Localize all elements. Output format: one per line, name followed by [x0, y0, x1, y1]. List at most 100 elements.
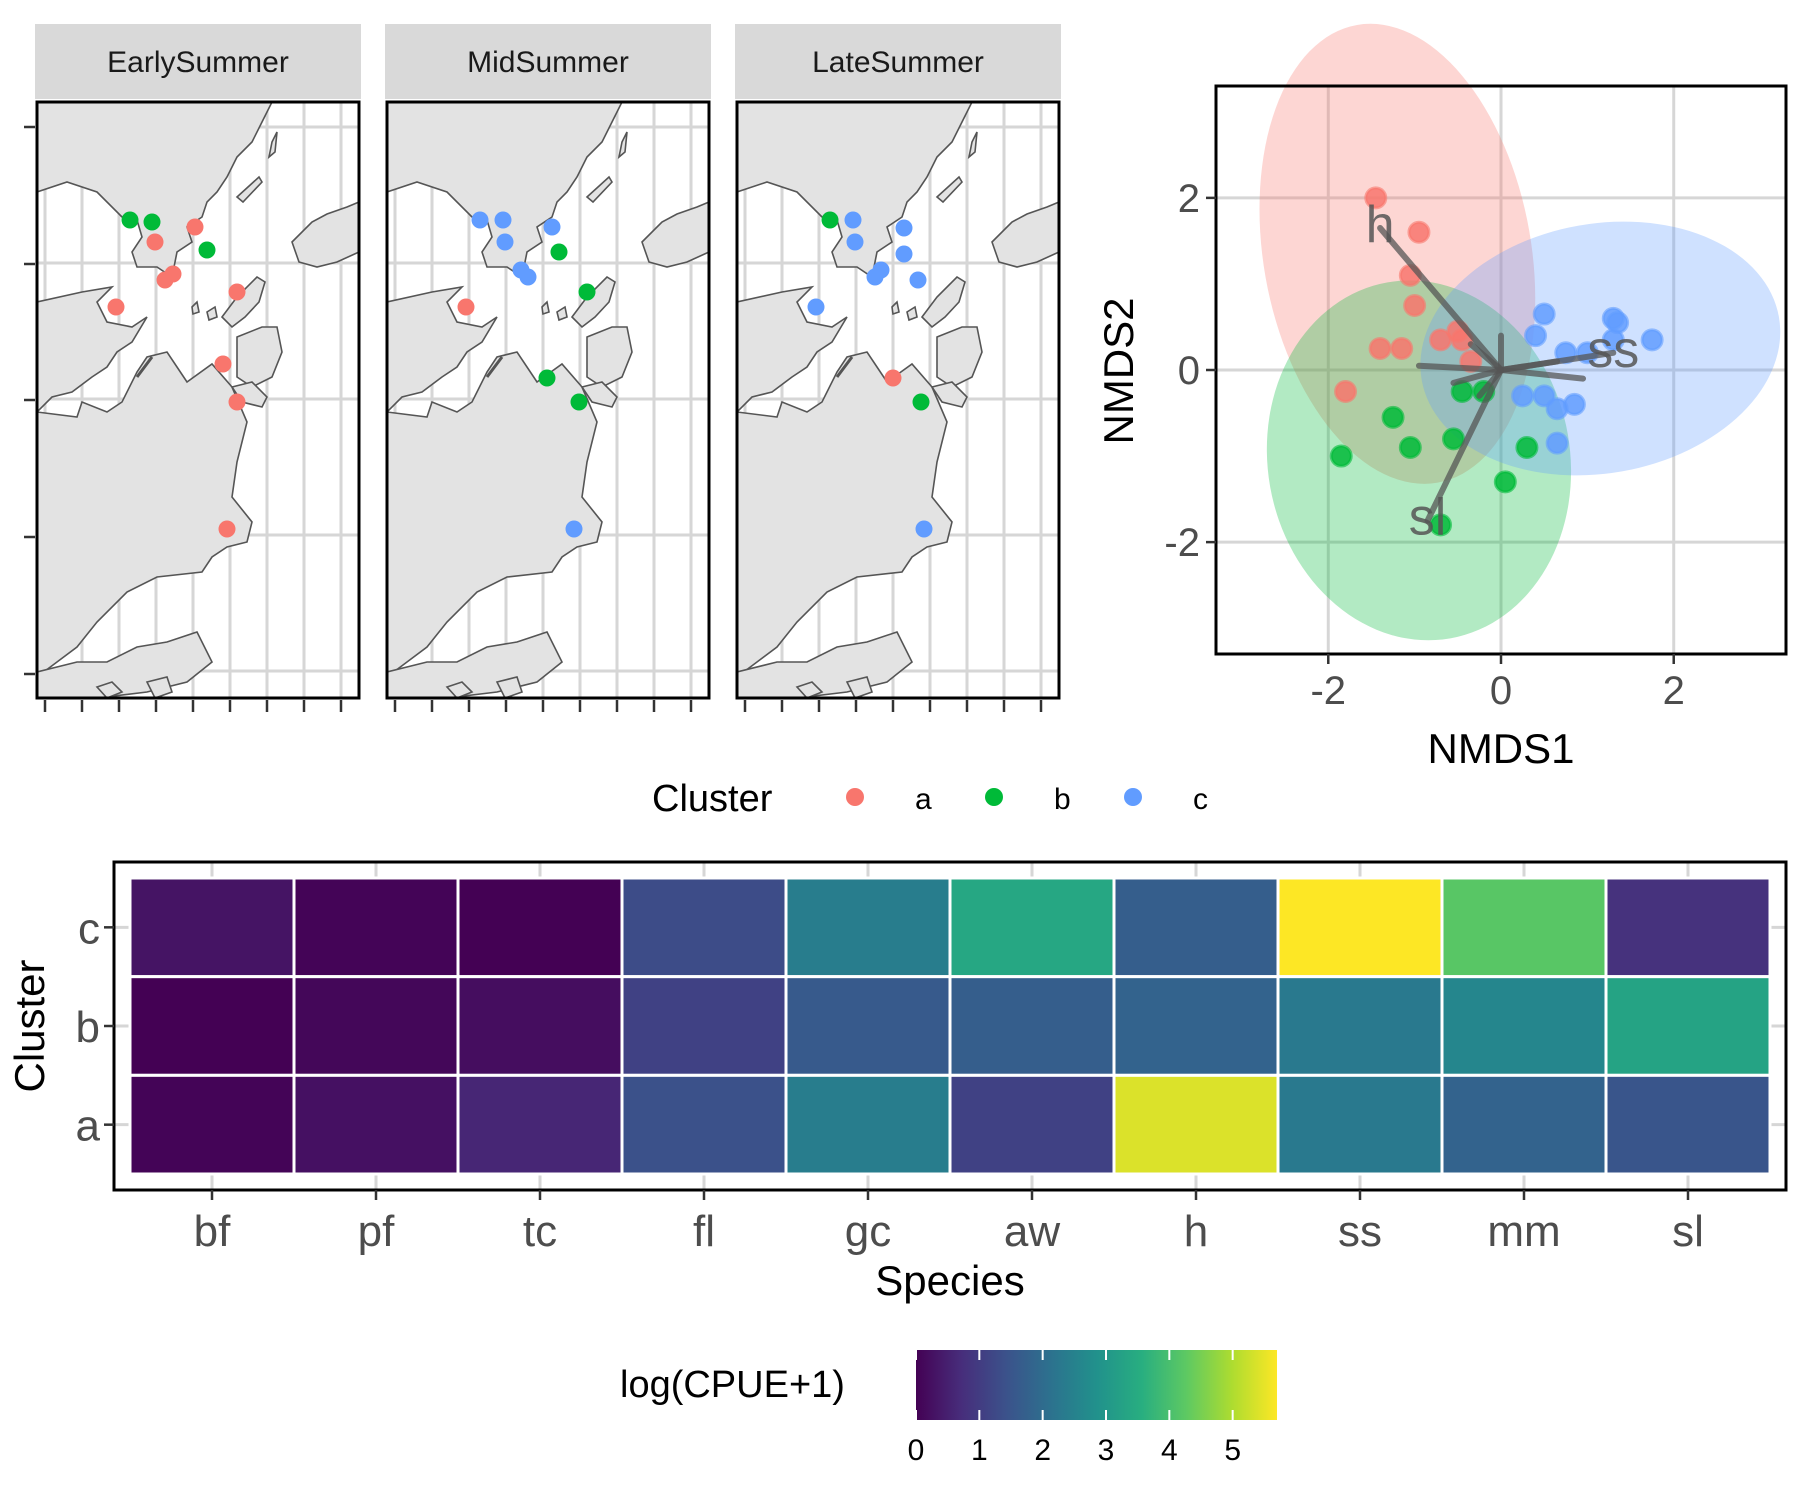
map-island [930, 381, 968, 408]
nmds-point-b [1329, 444, 1353, 468]
heatmap-x-tick-label: fl [693, 1207, 715, 1256]
map-land [737, 285, 848, 414]
colorbar-gradient [916, 1350, 1277, 1420]
map-island [206, 305, 218, 322]
nmds-point-b [1442, 427, 1465, 451]
nmds-y-tick-label: -2 [1164, 521, 1200, 565]
colorbar-tick-label: 1 [971, 1434, 988, 1467]
map-panel-early [37, 102, 359, 698]
map-station-point [121, 211, 139, 229]
legend-key-a [846, 788, 864, 806]
nmds-point-c [1562, 392, 1586, 416]
map-island [236, 326, 283, 388]
heatmap-x-tick-label: gc [845, 1207, 891, 1256]
nmds-point-c [1532, 302, 1556, 326]
heatmap-cell [1276, 975, 1444, 1077]
nmds-vector-label: h [1366, 196, 1395, 254]
nmds-vector-arrow [1424, 367, 1504, 524]
map-frame-early [35, 100, 361, 700]
map-station-point [496, 233, 514, 251]
map-land [37, 285, 148, 414]
nmds-point-c [1524, 324, 1548, 348]
nmds-x-tick-label: 2 [1663, 669, 1685, 713]
nmds-vector-arrow [1415, 362, 1504, 373]
nmds-x-tick-label: 0 [1490, 669, 1512, 713]
heatmap-cell [784, 876, 952, 979]
map-station-point [538, 369, 556, 387]
map-station-point [457, 298, 475, 316]
nmds-x-label: NMDS1 [1427, 725, 1574, 772]
panel-title-mid: MidSummer [467, 46, 629, 79]
heatmap-plot: bf pf tc fl gc aw h ss mm sl c b a Species Cluster [6, 860, 1788, 1304]
nmds-vector-arrow [1498, 367, 1587, 382]
map-station-point [570, 393, 588, 411]
nmds-point-b [1515, 435, 1539, 459]
map-panel-late [737, 102, 1059, 698]
map-island [585, 175, 613, 204]
map-frame-late [735, 100, 1061, 700]
legend-label-a: a [915, 783, 932, 816]
map-land [387, 285, 498, 414]
colorbar-tick-label: 4 [1161, 1434, 1178, 1467]
nmds-point-a [1364, 186, 1388, 210]
map-station-point [821, 211, 839, 229]
map-station-point [895, 245, 913, 263]
heatmap-cell [128, 876, 296, 979]
heatmap-cell [456, 876, 624, 979]
map-station-point [578, 283, 596, 301]
map-station-point [915, 520, 933, 538]
nmds-y-tick-label: 0 [1178, 349, 1200, 393]
map-island [935, 175, 963, 204]
map-island [617, 131, 628, 160]
colorbar: log(CPUE+1) 0 1 2 3 4 5 [620, 1350, 1277, 1467]
map-island [95, 681, 124, 698]
cluster-legend-title: Cluster [652, 778, 773, 820]
nmds-point-c [1640, 328, 1664, 352]
map-island [445, 681, 474, 698]
heatmap-x-tick-label: pf [358, 1207, 395, 1256]
map-station-point [218, 520, 236, 538]
map-island [795, 681, 824, 698]
map-station-point [807, 298, 825, 316]
map-station-point [107, 298, 125, 316]
strip-late [735, 24, 1061, 99]
colorbar-title: log(CPUE+1) [620, 1364, 845, 1406]
heatmap-cell [1440, 876, 1608, 979]
map-station-point [143, 213, 161, 231]
nmds-plot: h ss sl -2 0 2 -2 0 2 NMDS1 NMDS2 [1095, 23, 1788, 772]
map-island [495, 676, 524, 698]
nmds-point-b [1381, 405, 1405, 429]
nmds-point-a [1368, 336, 1392, 360]
map-island [906, 305, 918, 322]
colorbar-ticks: 0 1 2 3 4 5 [908, 1350, 1241, 1467]
panel-title-late: LateSummer [812, 46, 984, 79]
nmds-point-a [1403, 293, 1427, 317]
heatmap-cell [620, 876, 788, 979]
heatmap-x-tick-label: ss [1338, 1207, 1382, 1256]
heatmap-y-tick-label: b [76, 1003, 100, 1052]
heatmap-cell [1112, 975, 1280, 1077]
heatmap-y-tick-label: c [78, 904, 100, 953]
heatmap-cell [1440, 1073, 1608, 1176]
strip-mid [385, 24, 711, 99]
map-station-point [872, 261, 890, 279]
map-station-point [846, 233, 864, 251]
map-station-point [512, 261, 530, 279]
map-station-point [228, 393, 246, 411]
map-land [737, 351, 953, 698]
heatmap-cells [128, 876, 1772, 1176]
heatmap-cell [1604, 876, 1772, 979]
map-islet [135, 356, 154, 378]
nmds-axes: -2 0 2 -2 0 2 [1164, 177, 1684, 713]
map-station-point [146, 233, 164, 251]
nmds-point-b [1493, 470, 1517, 494]
map-station-point [494, 211, 512, 229]
map-station-point [156, 271, 174, 289]
map-station-point [471, 211, 489, 229]
nmds-vector-arrow [1498, 358, 1561, 373]
map-island [920, 275, 966, 329]
heatmap-x-tick-label: h [1184, 1207, 1208, 1256]
map-island [845, 676, 874, 698]
